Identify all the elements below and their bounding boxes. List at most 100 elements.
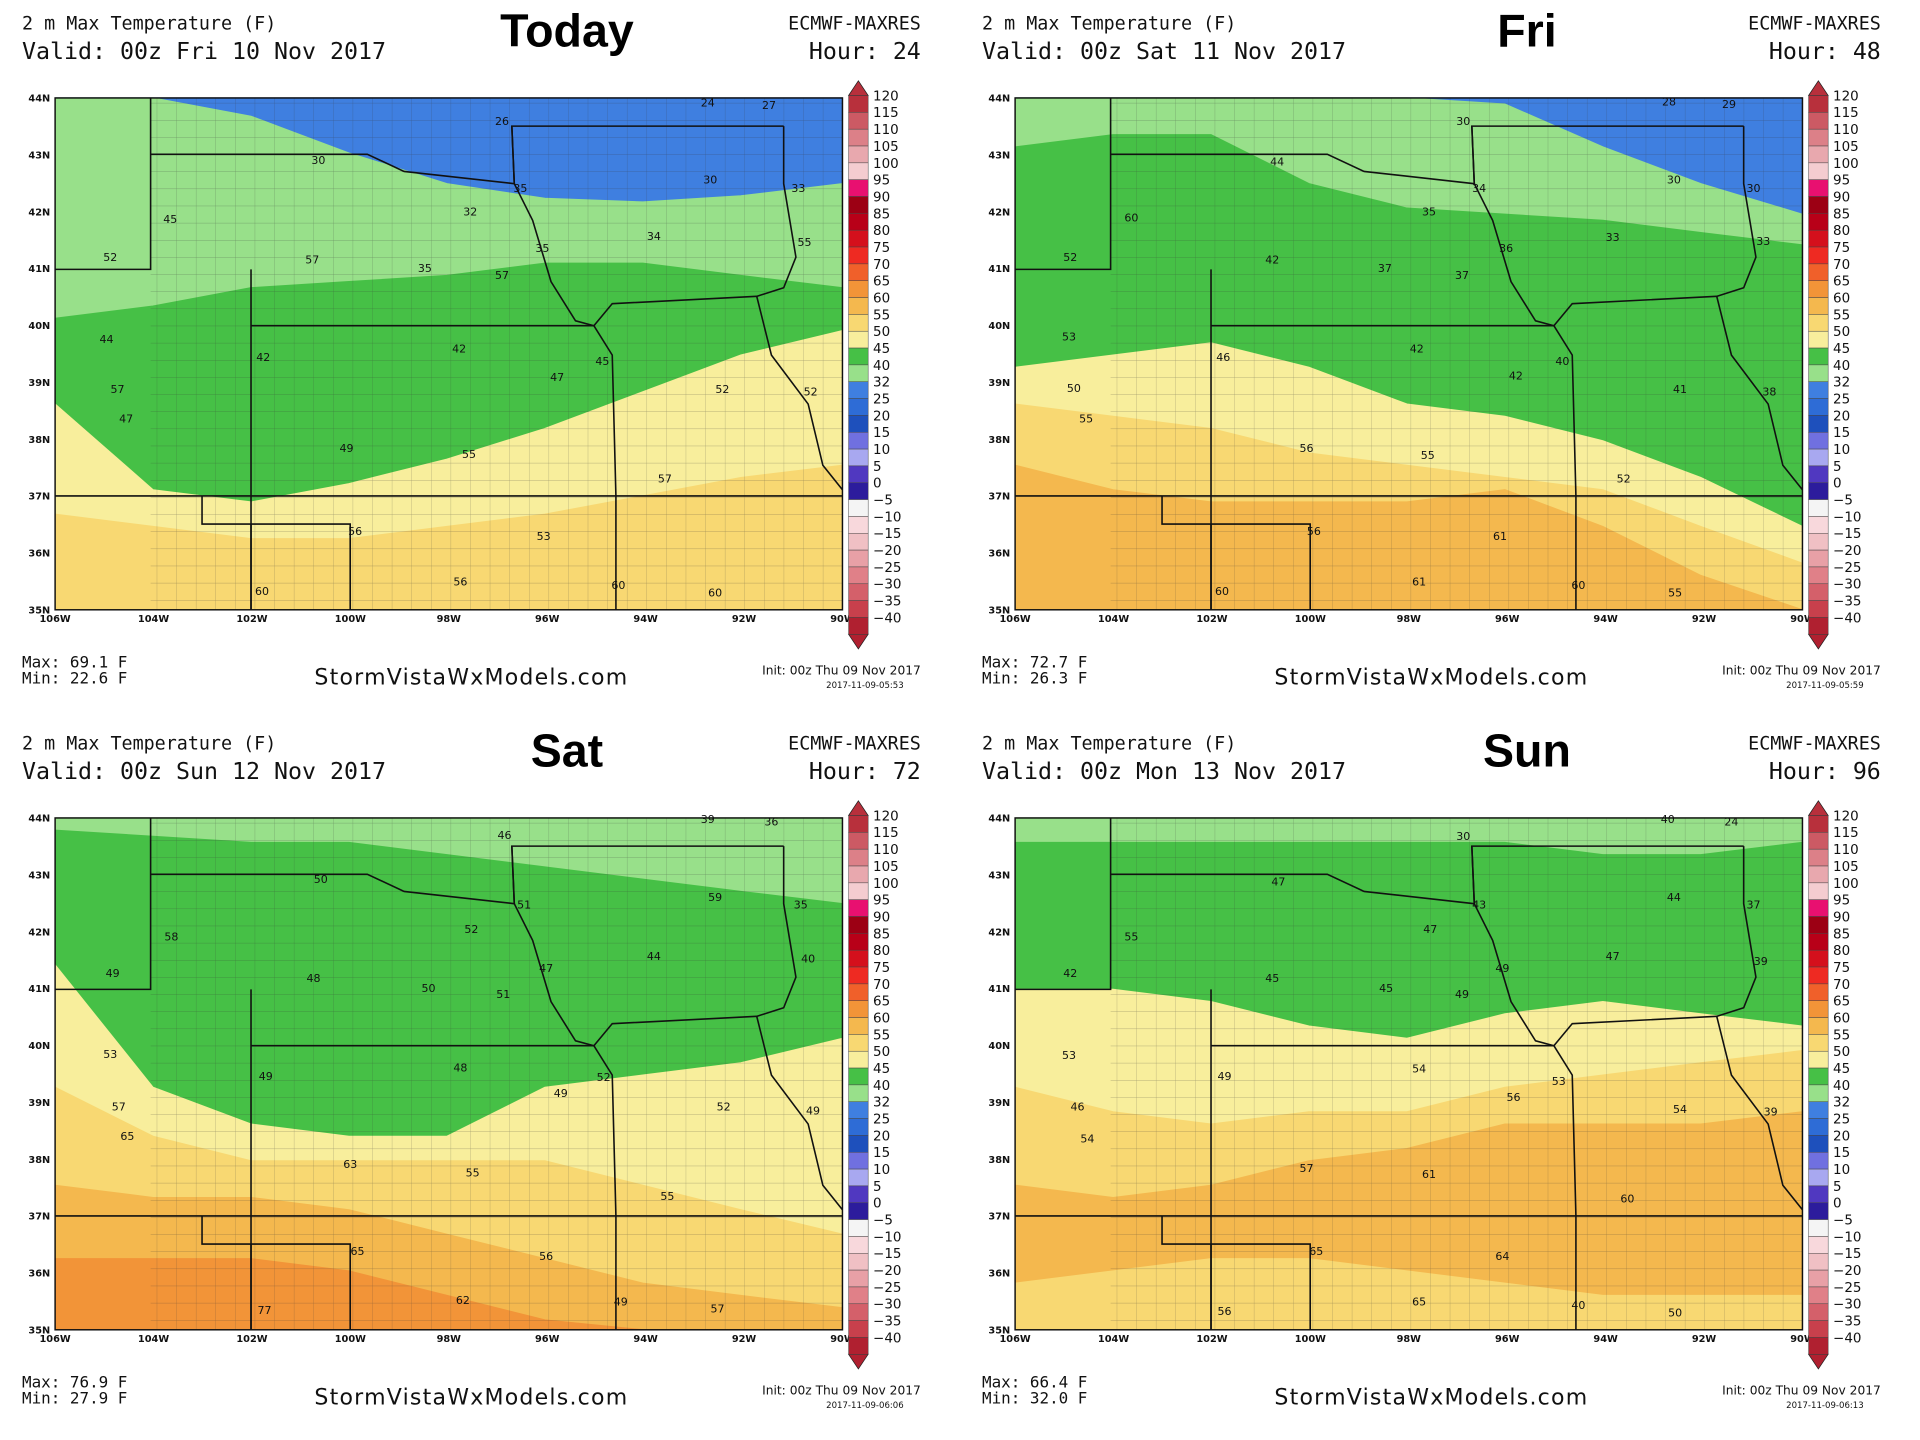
- valid-time: Valid: 00z Sat 11 Nov 2017: [982, 38, 1346, 65]
- colorbar-cell: [848, 966, 869, 985]
- contour-label: 35: [513, 182, 527, 195]
- colorbar-cell: [1808, 865, 1829, 884]
- contour-label: 53: [1062, 1049, 1076, 1062]
- county-grid: [150, 97, 843, 610]
- colorbar-label: 70: [873, 258, 890, 273]
- colorbar-label: 120: [1833, 809, 1859, 824]
- lon-label: 104W: [138, 614, 169, 625]
- colorbar-label: 80: [873, 944, 890, 959]
- colorbar-label: −10: [1833, 1230, 1861, 1245]
- max-value: Max: 76.9 F: [22, 1372, 127, 1391]
- colorbar-label: −30: [1833, 578, 1861, 593]
- colorbar-label: 120: [1833, 89, 1859, 104]
- contour-label: 58: [164, 930, 178, 943]
- colorbar-cell: [1808, 1269, 1829, 1288]
- state-border: [1015, 97, 1112, 271]
- state-border: [1553, 846, 1757, 1047]
- contour-label: 46: [1216, 351, 1230, 364]
- contour-label: 30: [1667, 174, 1681, 187]
- colorbar-label: 55: [873, 308, 890, 323]
- colorbar-cell: [848, 246, 869, 265]
- colorbar-cell: [1808, 1017, 1829, 1035]
- colorbar-cell: [848, 1202, 869, 1220]
- lat-label: 39N: [28, 378, 50, 389]
- colorbar-cell: [848, 1253, 869, 1271]
- colorbar-label: 10: [1833, 443, 1850, 458]
- contour-label: 42: [1063, 967, 1077, 980]
- county-grid: [1110, 97, 1803, 610]
- colorbar-label: 45: [873, 1062, 890, 1077]
- colorbar-label: 120: [873, 89, 899, 104]
- lon-label: 102W: [1196, 1334, 1227, 1345]
- colorbar-cell: [1808, 566, 1829, 585]
- colorbar-cell: [848, 815, 869, 833]
- colorbar-cap: [847, 80, 869, 96]
- colorbar-label: 95: [873, 174, 890, 189]
- contour-label: 35: [535, 242, 549, 255]
- timestamp: 2017-11-09-05:59: [1786, 681, 1864, 691]
- county-grid: [1110, 817, 1803, 1330]
- colorbar-label: −40: [1833, 611, 1861, 626]
- min-value: Min: 27.9 F: [22, 1388, 127, 1407]
- colorbar-cell: [1808, 1168, 1829, 1187]
- colorbar-cell: [1808, 983, 1829, 1001]
- contour-label: 51: [517, 899, 531, 912]
- colorbar-label: 75: [873, 961, 890, 976]
- lat-label: 36N: [988, 549, 1010, 560]
- contour-label: 33: [1606, 231, 1620, 244]
- colorbar-label: 45: [1833, 1062, 1850, 1077]
- colorbar-cell: [848, 1050, 869, 1069]
- contour-label: 34: [1472, 182, 1486, 195]
- colorbar-cell: [848, 1000, 869, 1018]
- colorbar-label: −15: [873, 527, 901, 542]
- lon-label: 98W: [437, 1334, 462, 1345]
- colorbar-cell: [1808, 1219, 1829, 1237]
- contour-label: 47: [1423, 923, 1437, 936]
- colorbar-label: 65: [873, 995, 890, 1010]
- colorbar-label: −5: [1833, 1213, 1853, 1228]
- map-frame: [54, 817, 844, 1331]
- contour-label: 52: [804, 386, 818, 399]
- contour-label: 49: [1495, 962, 1509, 975]
- colorbar-cap: [1807, 633, 1829, 650]
- colorbar-label: 90: [1833, 910, 1850, 925]
- contour-label: 49: [1217, 1070, 1231, 1083]
- colorbar-cell: [1808, 213, 1829, 231]
- colorbar-label: −30: [873, 578, 901, 593]
- contour-label: 55: [1668, 586, 1682, 599]
- colorbar-cell: [848, 364, 869, 382]
- contour-label: 63: [343, 1158, 357, 1171]
- contour-label: 41: [1673, 383, 1687, 396]
- colorbar-label: 0: [873, 1197, 882, 1212]
- colorbar-cell: [1808, 263, 1829, 281]
- contour-label: 42: [1265, 253, 1279, 266]
- colorbar-label: −10: [1833, 510, 1861, 525]
- colorbar-cell: [848, 848, 869, 867]
- colorbar-label: 70: [873, 978, 890, 993]
- colorbar-cell: [1808, 1135, 1829, 1153]
- colorbar-cell: [1808, 229, 1829, 248]
- valid-time: Valid: 00z Fri 10 Nov 2017: [22, 38, 386, 65]
- colorbar-label: −5: [873, 493, 893, 508]
- colorbar-label: 0: [1833, 1197, 1842, 1212]
- contour-label: 46: [497, 829, 511, 842]
- valid-time: Valid: 00z Sun 12 Nov 2017: [22, 758, 386, 785]
- colorbar-label: 55: [1833, 308, 1850, 323]
- lat-label: 40N: [28, 321, 50, 332]
- colorbar-cell: [848, 899, 869, 917]
- colorbar-cell: [1808, 949, 1829, 968]
- contour-label: 47: [539, 962, 553, 975]
- contour-label: 40: [1661, 813, 1675, 826]
- map-panel: 2 m Max Temperature (F) Valid: 00z Mon 13…: [982, 725, 1881, 1412]
- colorbar-cell: [1808, 297, 1829, 315]
- lat-label: 36N: [988, 1269, 1010, 1280]
- contour-label: 54: [1080, 1132, 1094, 1145]
- colorbar-cell: [848, 95, 869, 113]
- lon-label: 94W: [1593, 1334, 1618, 1345]
- colorbar-label: −25: [1833, 561, 1861, 576]
- contour-label: 27: [762, 99, 776, 112]
- state-border: [1553, 126, 1757, 327]
- contour-label: 54: [1412, 1063, 1426, 1076]
- colorbar-label: −35: [873, 1315, 901, 1330]
- colorbar-label: −10: [873, 1230, 901, 1245]
